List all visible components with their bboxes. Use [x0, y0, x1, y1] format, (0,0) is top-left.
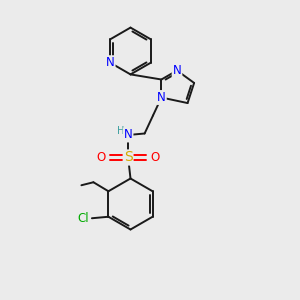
Text: N: N	[124, 128, 133, 142]
Text: N: N	[157, 91, 166, 104]
Text: S: S	[124, 151, 133, 164]
Text: N: N	[106, 56, 115, 69]
Text: O: O	[97, 151, 106, 164]
Text: O: O	[151, 151, 160, 164]
Text: H: H	[117, 126, 124, 136]
Text: Cl: Cl	[78, 212, 89, 225]
Text: N: N	[172, 64, 182, 77]
